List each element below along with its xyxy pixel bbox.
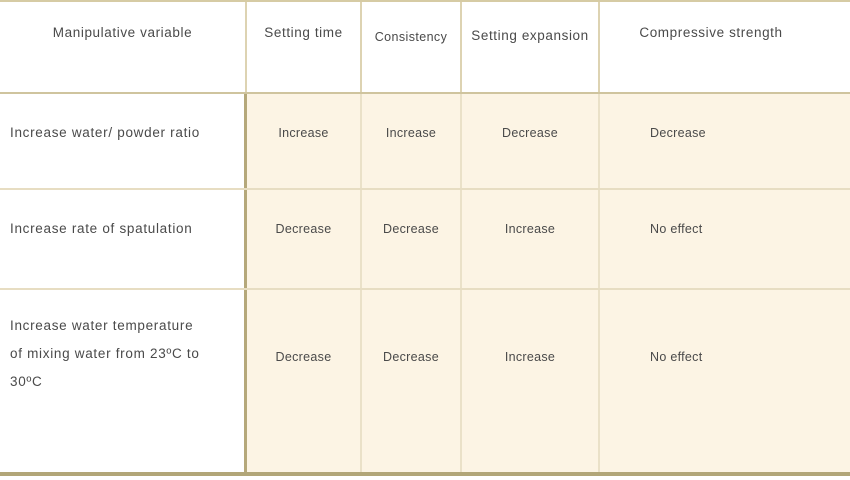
row1-variable: Increase water/ powder ratio	[0, 94, 247, 188]
row3-variable-line1: Increase water temperature	[10, 318, 194, 333]
row3-variable-line3: 30ºC	[10, 374, 43, 389]
row2-compressive-strength: No effect	[600, 190, 850, 288]
header-compressive-strength: Compressive strength	[600, 2, 850, 92]
row1-setting-expansion: Decrease	[462, 94, 600, 188]
row1-setting-time: Increase	[247, 94, 362, 188]
row3-consistency: Decrease	[362, 290, 462, 472]
header-setting-time: Setting time	[247, 2, 362, 92]
header-manipulative-variable: Manipulative variable	[0, 2, 247, 92]
row1-compressive-strength: Decrease	[600, 94, 850, 188]
row2-setting-time: Decrease	[247, 190, 362, 288]
table-row: Increase water temperature of mixing wat…	[0, 290, 850, 472]
row2-consistency: Decrease	[362, 190, 462, 288]
row2-variable: Increase rate of spatulation	[0, 190, 247, 288]
row2-setting-expansion: Increase	[462, 190, 600, 288]
table-header-row: Manipulative variable Setting time Consi…	[0, 2, 850, 94]
header-consistency: Consistency	[362, 2, 462, 92]
row3-variable: Increase water temperature of mixing wat…	[0, 290, 247, 472]
row1-consistency: Increase	[362, 94, 462, 188]
row3-setting-expansion: Increase	[462, 290, 600, 472]
row3-variable-line2: of mixing water from 23ºC to	[10, 346, 200, 361]
row3-compressive-strength: No effect	[600, 290, 850, 472]
table-row: Increase water/ powder ratio Increase In…	[0, 94, 850, 190]
row3-setting-time: Decrease	[247, 290, 362, 472]
header-setting-expansion: Setting expansion	[462, 2, 600, 92]
table-row: Increase rate of spatulation Decrease De…	[0, 190, 850, 290]
